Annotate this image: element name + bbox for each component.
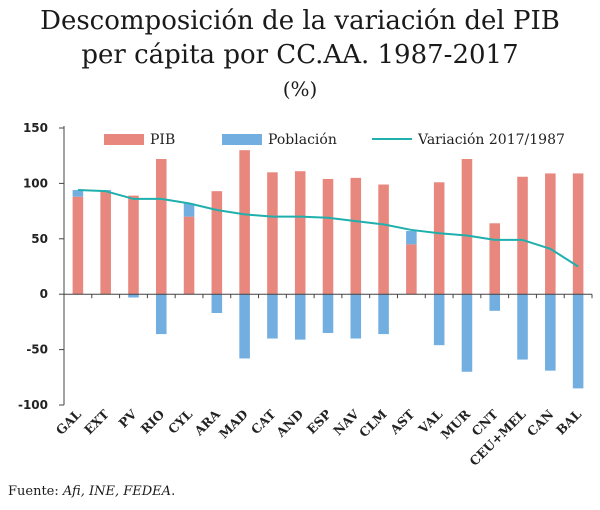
legend-pib-label: PIB [150, 132, 175, 148]
source-note: Fuente: Afi, INE, FEDEA. [8, 484, 175, 499]
bars-layer [72, 150, 584, 389]
pib-bar-ext [100, 191, 111, 295]
chart-subtitle: (%) [282, 77, 318, 101]
x-tick-label: MAD [216, 406, 251, 441]
pib-bar-ara [211, 191, 223, 295]
poblacion-bar-clm [378, 294, 389, 335]
source-suffix: . [171, 484, 176, 499]
y-tick-label: -100 [18, 398, 48, 412]
pib-bar-mur [461, 159, 473, 295]
pib-bar-val [433, 182, 445, 295]
x-tick-label: PV [115, 406, 139, 430]
poblacion-bar-ara [211, 294, 223, 314]
x-tick-label: CAN [524, 407, 557, 440]
poblacion-bar-cyl [183, 203, 195, 217]
y-tick-label: 0 [40, 287, 48, 301]
pib-bar-cyl [183, 216, 195, 295]
legend-poblacion-label: Población [268, 132, 337, 148]
pib-bar-pv [128, 195, 139, 295]
variacion-line [77, 189, 579, 268]
poblacion-bar-mad [239, 294, 250, 359]
pib-bar-cnt [489, 223, 501, 295]
pib-bar-rio [155, 159, 167, 295]
x-tick-label: NAV [330, 406, 362, 438]
poblacion-bar-ceu-mel [517, 294, 528, 360]
pib-bar-ceu-mel [517, 176, 528, 295]
chart-title: Descomposición de la variación del PIB p… [0, 4, 600, 72]
pib-bar-mad [239, 150, 250, 295]
x-tick-label: BAL [553, 406, 584, 437]
legend: PIB Población Variación 2017/1987 [104, 132, 565, 148]
poblacion-bar-cnt [489, 294, 501, 311]
x-tick-label: CLM [356, 406, 390, 440]
x-tick-label: CAT [248, 406, 279, 437]
poblacion-bar-gal [72, 190, 84, 197]
y-tick-label: -50 [26, 343, 48, 357]
poblacion-bar-can [545, 294, 556, 371]
chart-title-line-2: per cápita por CC.AA. 1987-2017 [81, 40, 519, 70]
legend-variacion-label: Variación 2017/1987 [417, 132, 565, 148]
source-prefix: Fuente: [8, 484, 63, 499]
poblacion-bar-nav [350, 294, 362, 339]
x-tick-label: AST [386, 406, 418, 438]
x-tick-label: AND [272, 406, 306, 440]
poblacion-bar-ast [406, 231, 417, 245]
pib-bar-bal [572, 173, 584, 295]
y-tick-label: 150 [23, 121, 48, 135]
legend-pib-swatch [104, 134, 144, 145]
pib-bar-can [545, 173, 556, 295]
pib-bar-clm [378, 184, 389, 295]
poblacion-bar-rio [155, 294, 167, 335]
chart-title-line-1: Descomposición de la variación del PIB [40, 6, 560, 36]
pib-bar-ast [406, 244, 417, 295]
poblacion-bar-and [294, 294, 306, 340]
pib-bar-and [294, 171, 306, 295]
source-italic: Afi, INE, FEDEA [62, 484, 172, 499]
x-tick-label: ESP [304, 406, 335, 437]
pib-bar-cat [267, 172, 278, 295]
x-tick-label: CYL [165, 406, 195, 436]
legend-poblacion-swatch [222, 134, 262, 145]
x-tick-label: EXT [81, 406, 112, 437]
poblacion-bar-esp [322, 294, 334, 333]
poblacion-bar-bal [572, 294, 584, 389]
line-layer [77, 189, 579, 268]
poblacion-bar-pv [128, 294, 139, 298]
poblacion-bar-mur [461, 294, 473, 372]
poblacion-bar-cat [267, 294, 278, 339]
x-tick-label: RIO [138, 406, 168, 436]
pib-bar-gal [72, 196, 84, 295]
y-tick-label: 50 [31, 232, 48, 246]
pib-bar-esp [322, 178, 334, 295]
pib-bar-nav [350, 177, 362, 295]
x-tick-label: GAL [53, 406, 84, 437]
y-tick-label: 100 [23, 176, 48, 190]
x-tick-label: MUR [438, 406, 474, 442]
poblacion-bar-val [433, 294, 445, 346]
